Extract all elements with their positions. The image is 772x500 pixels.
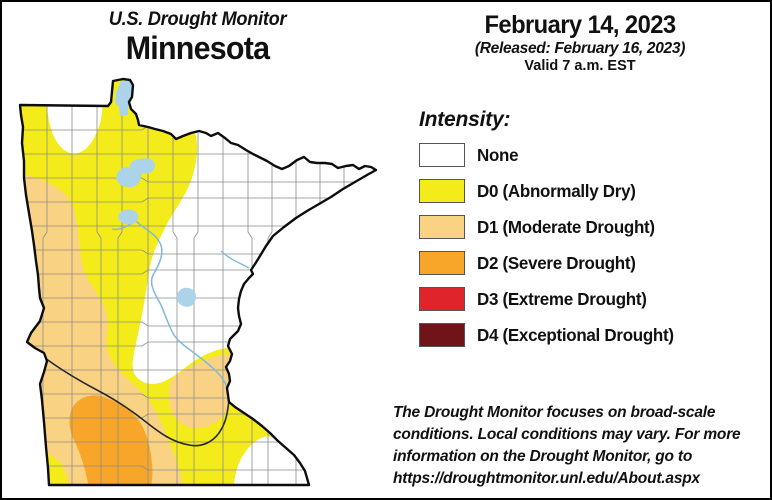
minnesota-river [44, 357, 230, 447]
legend-label: None [477, 144, 519, 165]
mille-lacs-lake [176, 287, 196, 307]
header-right: February 14, 2023 (Released: February 16… [400, 11, 760, 75]
swatch-none [419, 143, 465, 167]
valid-time: Valid 7 a.m. EST [524, 58, 636, 75]
swatch-d0 [419, 179, 465, 203]
swatch-d2 [419, 251, 465, 275]
disclaimer-text: The Drought Monitor focuses on broad-sca… [393, 404, 741, 487]
legend-label: D0 (Abnormally Dry) [477, 180, 636, 201]
legend-label: D1 (Moderate Drought) [477, 216, 655, 237]
swatch-d4 [419, 323, 465, 347]
map-date: February 14, 2023 [484, 11, 676, 39]
legend-item-none: None [419, 143, 680, 167]
intensity-legend: Intensity: None D0 (Abnormally Dry) D1 (… [419, 108, 680, 359]
app-title: U.S. Drought Monitor [108, 9, 287, 30]
d1-region-west [20, 172, 183, 485]
st-louis-river [220, 250, 250, 269]
legend-label: D4 (Exceptional Drought) [477, 324, 674, 345]
legend-item-d3: D3 (Extreme Drought) [419, 287, 680, 311]
lake-of-the-woods [115, 80, 135, 116]
none-region-northwest [47, 100, 103, 154]
legend-heading: Intensity: [419, 108, 511, 131]
legend-item-d4: D4 (Exceptional Drought) [419, 323, 680, 347]
red-lakes [116, 158, 155, 188]
swatch-d3 [419, 287, 465, 311]
page-title: Minnesota [125, 29, 270, 66]
legend-label: D2 (Severe Drought) [477, 252, 636, 273]
header-left: U.S. Drought Monitor Minnesota [10, 10, 385, 66]
legend-item-d0: D0 (Abnormally Dry) [419, 179, 680, 203]
legend-item-d2: D2 (Severe Drought) [419, 251, 680, 275]
none-region-southeast [234, 436, 322, 485]
state-outline [18, 77, 378, 487]
legend-item-d1: D1 (Moderate Drought) [419, 215, 680, 239]
d0-patch-southwest-corner [46, 454, 66, 485]
leech-lake [118, 209, 139, 225]
swatch-d1 [419, 215, 465, 239]
release-date: (Released: February 16, 2023) [474, 40, 686, 57]
mississippi-river [135, 220, 230, 405]
legend-label: D3 (Extreme Drought) [477, 288, 647, 309]
